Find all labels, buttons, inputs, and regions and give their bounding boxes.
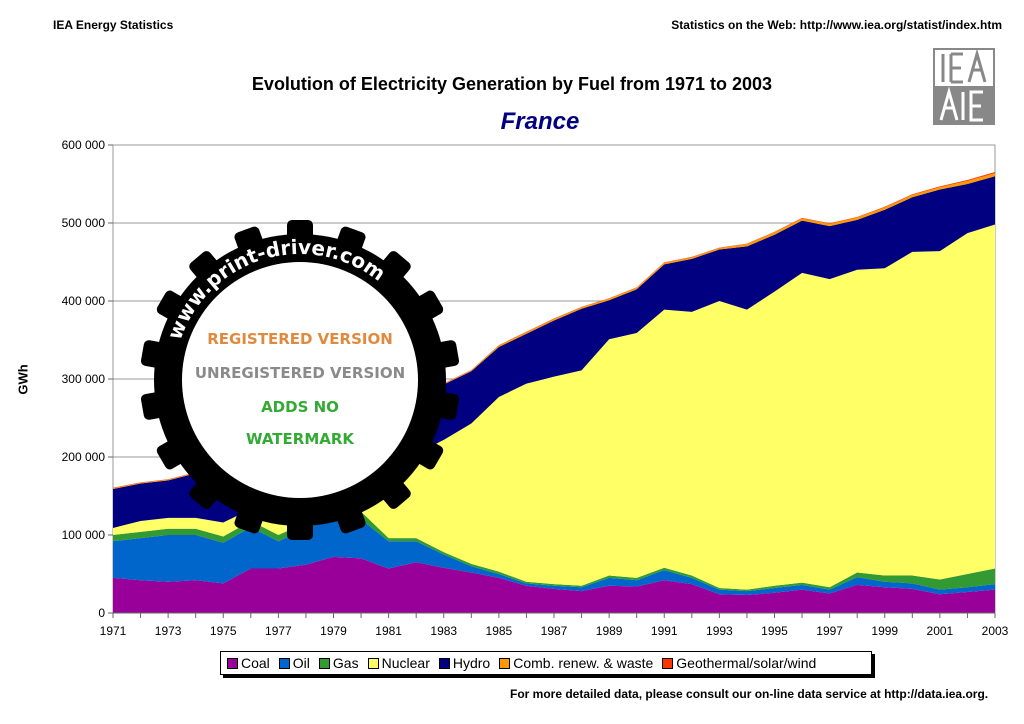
- legend-label: Gas: [332, 655, 359, 671]
- legend-item: Coal: [227, 655, 270, 671]
- x-tick-label: 1991: [651, 624, 678, 638]
- legend-swatch: [227, 657, 238, 669]
- legend-swatch: [662, 657, 674, 669]
- legend-label: Coal: [241, 655, 270, 671]
- legend-item: Nuclear: [367, 655, 430, 671]
- legend-item: Gas: [318, 655, 359, 671]
- y-tick-label: 300 000: [62, 372, 106, 386]
- legend-label: Nuclear: [381, 655, 430, 671]
- iea-logo: [933, 48, 995, 125]
- area-coal: [113, 556, 995, 613]
- header-left: IEA Energy Statistics: [53, 18, 174, 32]
- watermark-text: REGISTERED VERSION: [207, 330, 393, 348]
- legend-item: Oil: [278, 655, 310, 671]
- x-tick-label: 1993: [706, 624, 733, 638]
- legend-swatch: [278, 657, 290, 669]
- watermark-text: ADDS NO: [261, 398, 339, 416]
- legend-swatch: [367, 657, 379, 669]
- chart-subtitle: France: [500, 108, 580, 135]
- y-tick-label: 200 000: [62, 450, 106, 464]
- y-tick-label: 0: [98, 606, 105, 620]
- x-tick-label: 1973: [155, 624, 182, 638]
- legend-item: Hydro: [438, 655, 491, 671]
- chart-legend: Coal Oil Gas Nuclear Hydro Comb. renew. & was…: [220, 651, 872, 675]
- x-tick-label: 1989: [596, 624, 623, 638]
- x-tick-label: 1981: [375, 624, 402, 638]
- legend-label: Oil: [292, 655, 310, 671]
- y-tick-label: 600 000: [62, 138, 106, 152]
- legend-item: Comb. renew. & waste: [499, 655, 653, 671]
- area-gas: [113, 509, 995, 592]
- legend-label: Comb. renew. & waste: [513, 655, 654, 671]
- footer-note: For more detailed data, please consult o…: [510, 687, 989, 701]
- legend-swatch: [438, 657, 450, 669]
- x-tick-label: 1971: [100, 624, 127, 638]
- y-tick-label: 500 000: [62, 216, 106, 230]
- x-tick-label: 1983: [430, 624, 457, 638]
- x-tick-label: 1979: [320, 624, 347, 638]
- x-tick-label: 1985: [486, 624, 513, 638]
- x-tick-label: 1997: [816, 624, 843, 638]
- x-tick-label: 1975: [210, 624, 237, 638]
- area-oil: [113, 517, 995, 596]
- legend-label: Geothermal/solar/wind: [676, 655, 817, 671]
- x-tick-label: 1999: [871, 624, 898, 638]
- watermark-text: WATERMARK: [246, 430, 355, 448]
- legend-label: Hydro: [452, 655, 491, 671]
- y-tick-label: 400 000: [62, 294, 106, 308]
- legend-item: Geothermal/solar/wind: [662, 655, 816, 671]
- x-tick-label: 1977: [265, 624, 292, 638]
- x-tick-label: 2001: [927, 624, 954, 638]
- print-driver-watermark: www.print-driver.com UNREGISTERED VERSIO…: [140, 220, 460, 540]
- x-tick-label: 2003: [982, 624, 1009, 638]
- chart-title: Evolution of Electricity Generation by F…: [251, 74, 773, 94]
- y-tick-label: 100 000: [62, 528, 106, 542]
- watermark-text: UNREGISTERED VERSION: [195, 364, 405, 382]
- legend-swatch: [499, 657, 511, 669]
- header-right-link[interactable]: Statistics on the Web: http://www.iea.or…: [671, 18, 1002, 32]
- x-tick-label: 1995: [761, 624, 788, 638]
- legend-swatch: [318, 657, 330, 669]
- x-tick-label: 1987: [541, 624, 568, 638]
